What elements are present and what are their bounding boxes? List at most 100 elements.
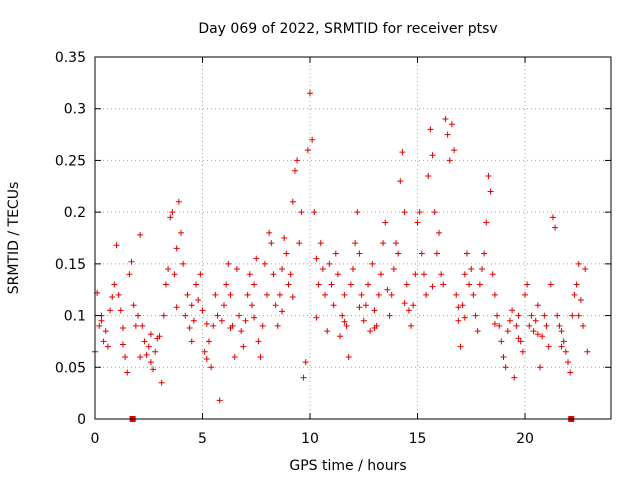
data-point — [470, 291, 477, 298]
data-point — [511, 374, 518, 381]
data-point — [444, 131, 451, 138]
data-point — [416, 209, 423, 216]
data-point — [345, 353, 352, 360]
data-point — [466, 281, 473, 288]
data-point — [410, 302, 417, 309]
data-point — [491, 320, 498, 327]
data-point — [115, 291, 122, 298]
data-point — [429, 152, 436, 159]
data-point — [463, 250, 470, 257]
data-point — [476, 281, 483, 288]
x-tick-label: 5 — [198, 431, 207, 447]
data-point — [509, 307, 516, 314]
data-point — [440, 281, 447, 288]
data-point — [418, 250, 425, 257]
data-point — [532, 317, 539, 324]
data-point — [147, 359, 154, 366]
data-point — [543, 322, 550, 329]
data-point — [180, 260, 187, 267]
data-point — [152, 348, 159, 355]
x-tick-label: 10 — [301, 431, 319, 447]
data-point — [279, 308, 286, 315]
data-point — [491, 291, 498, 298]
data-point — [405, 307, 412, 314]
data-point — [175, 198, 182, 205]
data-point — [122, 353, 129, 360]
data-point — [182, 312, 189, 319]
data-point — [433, 250, 440, 257]
data-point — [580, 322, 587, 329]
x-axis-label: GPS time / hours — [289, 458, 406, 474]
data-point — [242, 317, 249, 324]
data-point — [330, 302, 337, 309]
data-point — [104, 343, 111, 350]
data-point — [569, 312, 576, 319]
data-point — [218, 317, 225, 324]
data-point — [300, 374, 307, 381]
data-point — [479, 266, 485, 273]
data-point — [156, 333, 163, 340]
data-point — [506, 317, 513, 324]
data-point — [236, 312, 243, 319]
data-point — [137, 231, 144, 238]
data-point — [147, 331, 154, 338]
data-point — [139, 322, 146, 329]
data-point — [296, 240, 303, 247]
data-point — [251, 281, 258, 288]
data-point — [457, 343, 464, 350]
data-point — [283, 250, 290, 257]
data-point — [565, 359, 571, 366]
data-point — [145, 343, 152, 350]
data-point — [369, 260, 376, 267]
data-point — [515, 335, 522, 342]
data-point — [436, 229, 442, 236]
data-point — [244, 291, 251, 298]
data-point — [575, 260, 582, 267]
data-point — [502, 364, 509, 371]
data-point — [199, 307, 206, 314]
data-point — [522, 291, 528, 298]
data-point — [302, 359, 309, 366]
data-point — [287, 271, 294, 278]
y-tick-label: 0.15 — [55, 257, 86, 273]
data-point — [420, 271, 427, 278]
data-point — [210, 322, 217, 329]
data-point — [186, 324, 193, 331]
data-point — [178, 229, 184, 236]
data-point — [193, 281, 200, 288]
y-tick-label: 0.1 — [64, 309, 86, 325]
data-point — [313, 255, 320, 262]
data-point — [231, 353, 238, 360]
data-point — [276, 291, 283, 298]
data-point — [326, 260, 333, 267]
data-point — [534, 331, 541, 338]
data-point — [545, 343, 552, 350]
data-point — [395, 250, 402, 257]
data-point — [562, 348, 569, 355]
data-point — [528, 312, 535, 319]
data-point — [517, 338, 524, 345]
data-point — [377, 271, 384, 278]
data-point — [549, 214, 556, 221]
data-point — [171, 271, 178, 278]
data-point — [221, 302, 227, 309]
data-point — [111, 281, 118, 288]
data-point — [212, 291, 219, 298]
data-point — [468, 266, 475, 273]
data-point — [390, 266, 397, 273]
data-point — [515, 312, 522, 319]
data-point — [423, 291, 430, 298]
y-tick-label: 0.35 — [55, 50, 86, 66]
data-point — [556, 322, 563, 329]
data-point — [253, 255, 260, 262]
data-point — [135, 312, 141, 319]
data-point — [274, 322, 281, 329]
data-point — [203, 320, 210, 327]
data-point — [294, 157, 301, 164]
data-point — [455, 317, 462, 324]
data-point — [337, 333, 344, 340]
data-point — [107, 307, 114, 314]
data-point — [575, 312, 582, 319]
axis-ticks: 0 0.05 0.1 0.15 0.2 0.25 0.3 0.35 0 5 10 15 20 — [55, 50, 611, 447]
data-point — [167, 214, 174, 221]
